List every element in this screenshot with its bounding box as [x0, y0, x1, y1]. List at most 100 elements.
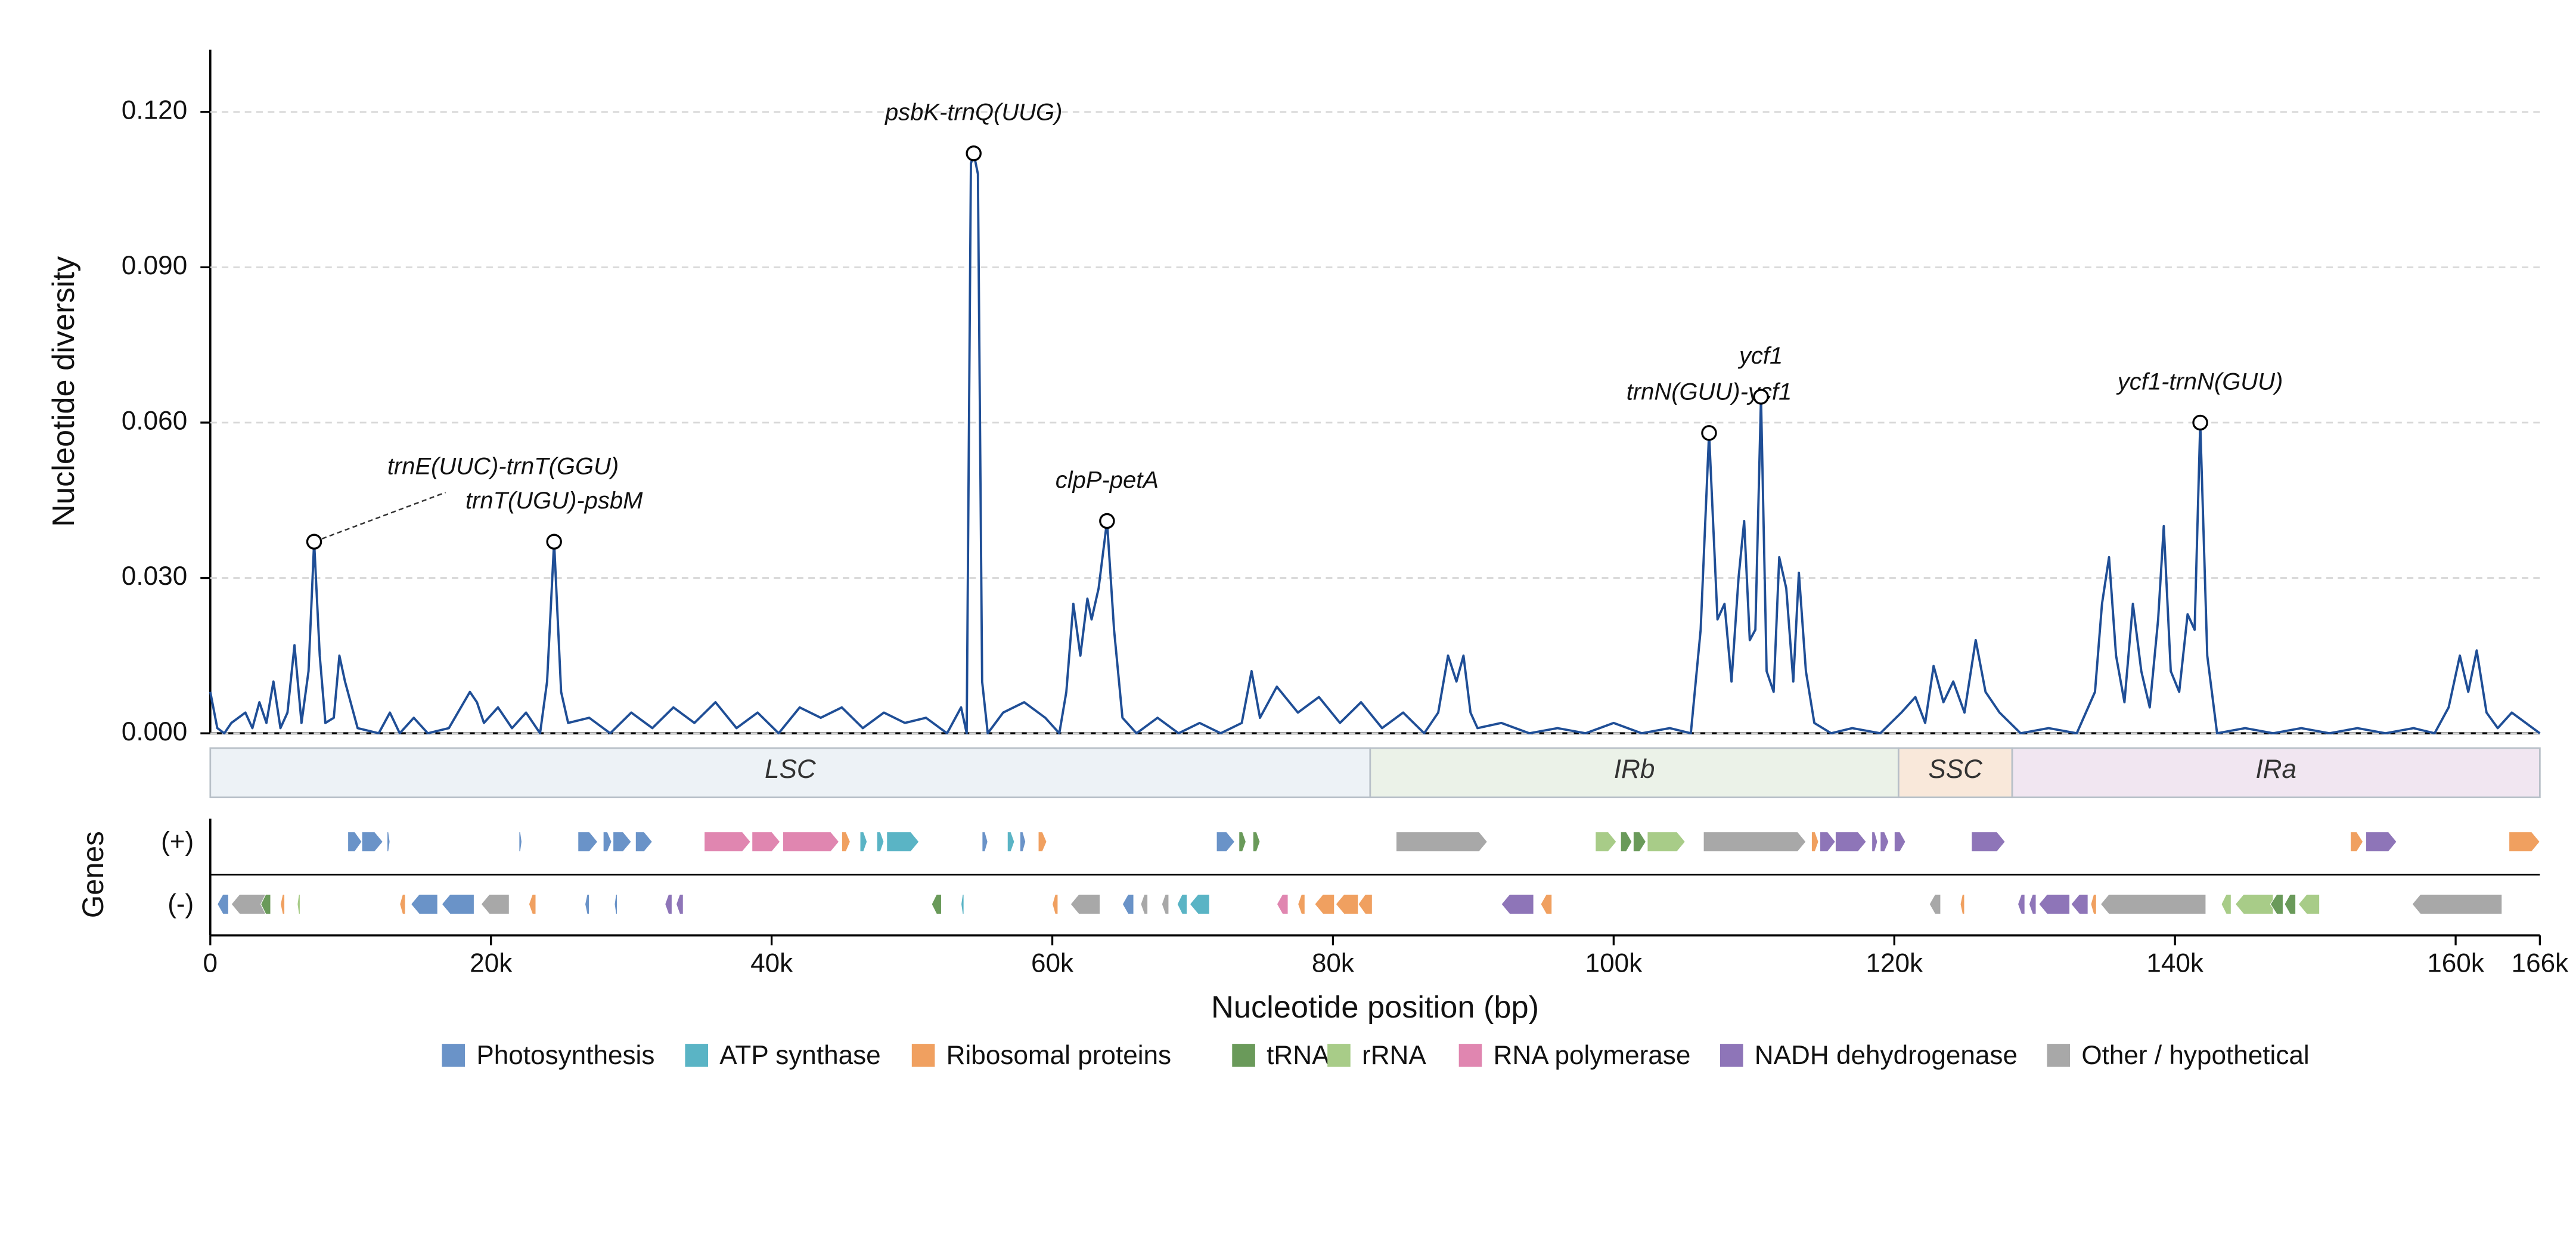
- gene: [1335, 894, 1359, 914]
- legend-label: Photosynthesis: [476, 1041, 654, 1070]
- y-tick-label: 0.000: [122, 717, 187, 746]
- gene: [1252, 831, 1261, 852]
- gene: [1298, 894, 1305, 914]
- diversity-line: [209, 152, 2541, 735]
- gene: [1819, 831, 1836, 852]
- region-band: [2011, 747, 2541, 799]
- gene: [2221, 894, 2232, 914]
- gene: [1019, 831, 1026, 852]
- gene: [1239, 831, 1247, 852]
- peak-marker: [1099, 513, 1115, 529]
- gene: [841, 831, 851, 852]
- gene: [931, 894, 942, 914]
- gene: [1161, 894, 1169, 914]
- y-tick-label: 0.060: [122, 407, 187, 436]
- y-axis-label: Nucleotide diversity: [46, 256, 81, 527]
- gene: [1051, 894, 1059, 914]
- gene: [1811, 831, 1819, 852]
- peak-marker: [306, 534, 322, 550]
- region-label: LSC: [765, 755, 817, 784]
- region-label: SSC: [1928, 755, 1983, 784]
- x-tick-label: 166k: [2512, 948, 2569, 978]
- legend-label: NADH dehydrogenase: [1755, 1041, 2018, 1070]
- legend-swatch: [1232, 1044, 1255, 1067]
- peak-label: ycf1-trnN(GUU): [2116, 368, 2283, 395]
- region-band: [1897, 747, 2013, 799]
- gene: [1501, 894, 1534, 914]
- legend-swatch: [911, 1044, 935, 1067]
- gene: [603, 831, 612, 852]
- x-tick-label: 140k: [2146, 948, 2204, 978]
- gene: [665, 894, 673, 914]
- gene: [2038, 894, 2071, 914]
- gene: [1971, 831, 2006, 852]
- gene: [1189, 894, 1210, 914]
- gene: [1395, 831, 1488, 852]
- gene: [1632, 831, 1647, 852]
- gene: [2270, 894, 2284, 914]
- gene: [216, 894, 229, 914]
- gene: [584, 894, 590, 914]
- gene: [2100, 894, 2206, 914]
- gene: [704, 831, 752, 852]
- gene: [519, 831, 523, 852]
- y-tick-label: 0.030: [122, 562, 187, 591]
- peak-marker: [966, 145, 982, 162]
- gene: [410, 894, 438, 914]
- legend-swatch: [1458, 1044, 1482, 1067]
- legend-swatch: [1720, 1044, 1743, 1067]
- gene: [280, 894, 285, 914]
- gene: [2509, 831, 2541, 852]
- gene: [675, 894, 684, 914]
- gene: [260, 894, 271, 914]
- gene: [1038, 831, 1047, 852]
- gene: [441, 894, 475, 914]
- gene: [1276, 894, 1289, 914]
- gene: [886, 831, 920, 852]
- gene: [1314, 894, 1335, 914]
- x-tick-label: 40k: [750, 948, 793, 978]
- gene: [528, 894, 536, 914]
- legend-label: rRNA: [1362, 1041, 1426, 1070]
- gene: [1122, 894, 1134, 914]
- gene: [1595, 831, 1617, 852]
- gene: [1703, 831, 1807, 852]
- gene: [960, 894, 964, 914]
- gene: [2365, 831, 2397, 852]
- gene: [2350, 831, 2364, 852]
- gene: [1216, 831, 1236, 852]
- x-tick-label: 120k: [1866, 948, 1923, 978]
- gene: [386, 831, 390, 852]
- legend-label: RNA polymerase: [1494, 1041, 1691, 1070]
- gene: [1835, 831, 1867, 852]
- gene: [2298, 894, 2320, 914]
- peak-label: psbK-trnQ(UUG): [884, 100, 1062, 126]
- gene: [1540, 894, 1553, 914]
- gene: [876, 831, 884, 852]
- gene: [635, 831, 653, 852]
- gene: [1007, 831, 1015, 852]
- x-tick-label: 60k: [1031, 948, 1074, 978]
- legend-label: ATP synthase: [719, 1041, 880, 1070]
- genes-label: Genes: [76, 831, 110, 918]
- x-tick-label: 0: [203, 948, 218, 978]
- legend-swatch: [2047, 1044, 2071, 1067]
- gene: [399, 894, 406, 914]
- gene: [2090, 894, 2097, 914]
- legend-label: Ribosomal proteins: [946, 1041, 1171, 1070]
- legend-swatch: [1327, 1044, 1351, 1067]
- peak-label: trnT(UGU)-psbM: [465, 488, 643, 514]
- region-band: [1369, 747, 1900, 799]
- gene: [982, 831, 988, 852]
- strand-label: (-): [167, 889, 194, 919]
- legend-swatch: [442, 1044, 465, 1067]
- gene: [361, 831, 384, 852]
- gene: [752, 831, 781, 852]
- gene: [2071, 894, 2088, 914]
- peak-label: ycf1: [1737, 343, 1783, 369]
- peak-marker: [1701, 425, 1717, 441]
- gene: [1929, 894, 1941, 914]
- gene: [1620, 831, 1632, 852]
- gene: [614, 894, 618, 914]
- legend-label: tRNA: [1267, 1041, 1330, 1070]
